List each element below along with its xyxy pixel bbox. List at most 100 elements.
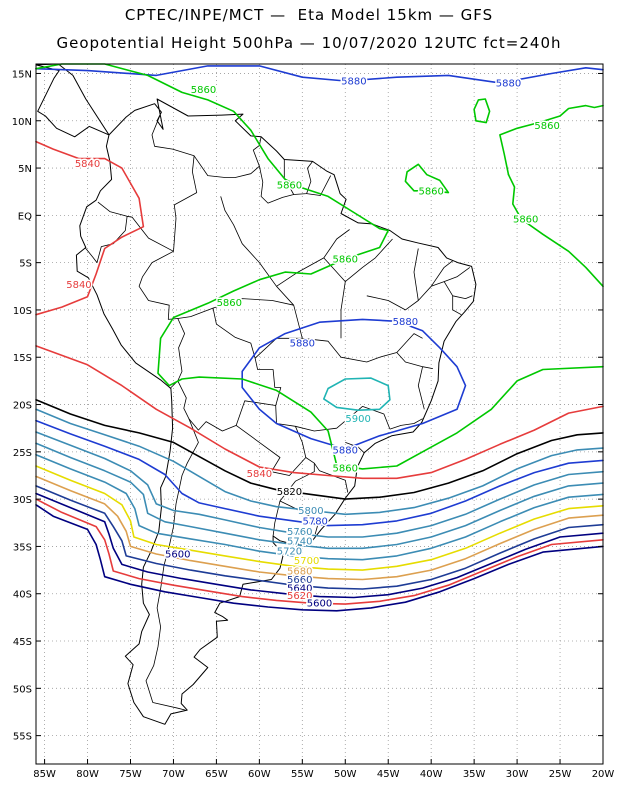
contour-5860 [404, 163, 450, 194]
contour-5620 [35, 498, 604, 605]
contour-label-5840: 5840 [66, 280, 91, 291]
lat-tick-label: 10N [12, 117, 32, 128]
lat-tick-label: 15S [13, 353, 32, 364]
border-line [430, 260, 453, 287]
lon-tick-label: 20W [592, 769, 615, 780]
lon-tick-label: 35W [463, 769, 486, 780]
border-line [295, 405, 391, 432]
lon-tick-label: 55W [291, 769, 314, 780]
lat-tick-label: EQ [18, 211, 32, 222]
contour-5760 [35, 431, 604, 538]
map-frame [35, 63, 604, 765]
lat-tick-label: 5N [18, 164, 32, 175]
border-line [345, 442, 365, 454]
lon-tick-label: 45W [377, 769, 400, 780]
border-line [97, 115, 198, 252]
contour-label-5900: 5900 [345, 414, 370, 425]
contour-5720 [35, 453, 604, 561]
contour-5880 [241, 318, 467, 450]
contour-label-5780: 5780 [302, 516, 327, 527]
lat-tick-label: 5S [19, 259, 32, 270]
border-line [443, 281, 473, 300]
contour-label-5860: 5860 [418, 186, 443, 197]
lon-tick-label: 30W [506, 769, 529, 780]
lat-tick-label: 30S [13, 495, 32, 506]
contour-label-5600: 5600 [165, 550, 190, 561]
contour-label-5820: 5820 [277, 487, 302, 498]
border-line [323, 257, 346, 339]
lon-tick-label: 65W [205, 769, 228, 780]
contour-label-5860: 5860 [277, 181, 302, 192]
contour-5600 [35, 503, 604, 612]
lat-tick-label: 35S [13, 542, 32, 553]
contour-5860 [473, 98, 491, 124]
lon-tick-label: 70W [162, 769, 185, 780]
contour-label-5740: 5740 [287, 536, 312, 547]
lat-tick-label: 25S [13, 448, 32, 459]
height-contours [35, 63, 604, 612]
border-line [138, 250, 186, 389]
border-line [212, 298, 294, 309]
contour-label-5840: 5840 [75, 159, 100, 170]
contour-5800 [35, 408, 604, 516]
contour-label-5620: 5620 [287, 591, 312, 602]
contour-label-5880: 5880 [393, 317, 418, 328]
contour-5880 [35, 65, 604, 84]
border-line [177, 307, 282, 432]
border-line [366, 267, 471, 311]
contour-label-5840: 5840 [247, 469, 272, 480]
contour-5820 [35, 398, 604, 500]
lat-tick-label: 55S [13, 732, 32, 743]
border-line [254, 333, 423, 363]
contour-5860 [499, 104, 604, 176]
border-line [193, 136, 262, 178]
border-line [220, 196, 303, 339]
contour-5700 [35, 465, 604, 571]
contour-label-5860: 5860 [191, 85, 216, 96]
contour-label-5720: 5720 [277, 547, 302, 558]
lon-tick-label: 80W [76, 769, 99, 780]
contour-labels: 5880 5880 5880 5880 5880 5900 5860 5860 5860 5860… [65, 75, 562, 611]
lon-tick-label: 50W [334, 769, 357, 780]
border-line [417, 366, 425, 410]
lat-tick-label: 20S [13, 401, 32, 412]
lat-tick-label: 15N [12, 69, 32, 80]
lon-tick-label: 75W [119, 769, 142, 780]
border-line [345, 238, 393, 282]
contour-5840 [35, 140, 145, 316]
contour-label-5860: 5860 [333, 463, 358, 474]
contour-label-5860: 5860 [333, 254, 358, 265]
contour-label-5880: 5880 [333, 445, 358, 456]
contour-label-5860: 5860 [534, 121, 559, 132]
border-line [396, 352, 433, 369]
border-line [306, 175, 332, 196]
contour-label-5700: 5700 [294, 556, 319, 567]
contour-5640 [35, 492, 604, 599]
contour-label-5680: 5680 [287, 567, 312, 578]
border-line [272, 500, 281, 537]
lat-tick-label: 10S [13, 306, 32, 317]
contour-5680 [35, 475, 604, 581]
contour-label-5880: 5880 [496, 78, 521, 89]
lon-tick-label: 40W [420, 769, 443, 780]
border-line [413, 248, 419, 301]
border-line [235, 405, 307, 476]
contour-5840 [35, 345, 604, 480]
contour-label-5800: 5800 [298, 506, 323, 517]
contour-5740 [35, 442, 604, 550]
contour-5900 [322, 377, 391, 412]
country-borders [84, 115, 473, 711]
contour-5660 [35, 485, 604, 590]
contour-label-5760: 5760 [287, 527, 312, 538]
lat-tick-label: 45S [13, 637, 32, 648]
border-line [84, 216, 128, 264]
contour-5860 [35, 63, 604, 470]
lon-tick-label: 60W [248, 769, 271, 780]
lat-tick-label: 40S [13, 590, 32, 601]
lat-lon-grid [36, 64, 604, 764]
border-line [293, 161, 313, 195]
coastline [35, 63, 477, 725]
contour-label-5600: 5600 [307, 599, 332, 610]
contour-5780 [35, 419, 604, 527]
